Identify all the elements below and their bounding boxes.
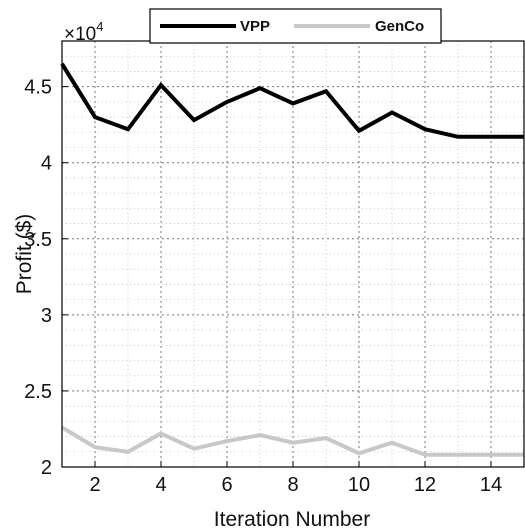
y-tick-label: 2.5 [24,381,52,403]
x-tick-label: 14 [480,474,502,496]
x-tick-label: 2 [89,474,100,496]
y-tick-label: 4 [41,153,52,175]
y-tick-label: 2 [41,457,52,479]
x-tick-label: 10 [348,474,370,496]
ticks: 2 4 6 8 10 12 14 2 2.5 3 3.5 4 4.5 [24,77,502,496]
x-tick-label: 8 [287,474,298,496]
y-tick-label: 3 [41,305,52,327]
x-tick-label: 6 [221,474,232,496]
y-tick-label: 3.5 [24,229,52,251]
legend-label-genco: GenCo [375,18,424,35]
x-tick-label: 4 [155,474,166,496]
y-axis-label: Profit ($) [13,214,36,295]
series-lines [60,62,524,457]
y-multiplier-base: ×10 [64,24,96,45]
x-axis-label: Iteration Number [214,508,370,530]
series-line-genco [60,425,524,457]
legend: VPP GenCo [149,8,442,44]
y-multiplier-exponent: 4 [96,19,103,34]
series-line-vpp [60,62,524,139]
x-tick-label: 12 [414,474,436,496]
legend-label-vpp: VPP [240,18,270,35]
y-tick-label: 4.5 [24,77,52,99]
y-axis-multiplier: ×104 [64,19,103,45]
